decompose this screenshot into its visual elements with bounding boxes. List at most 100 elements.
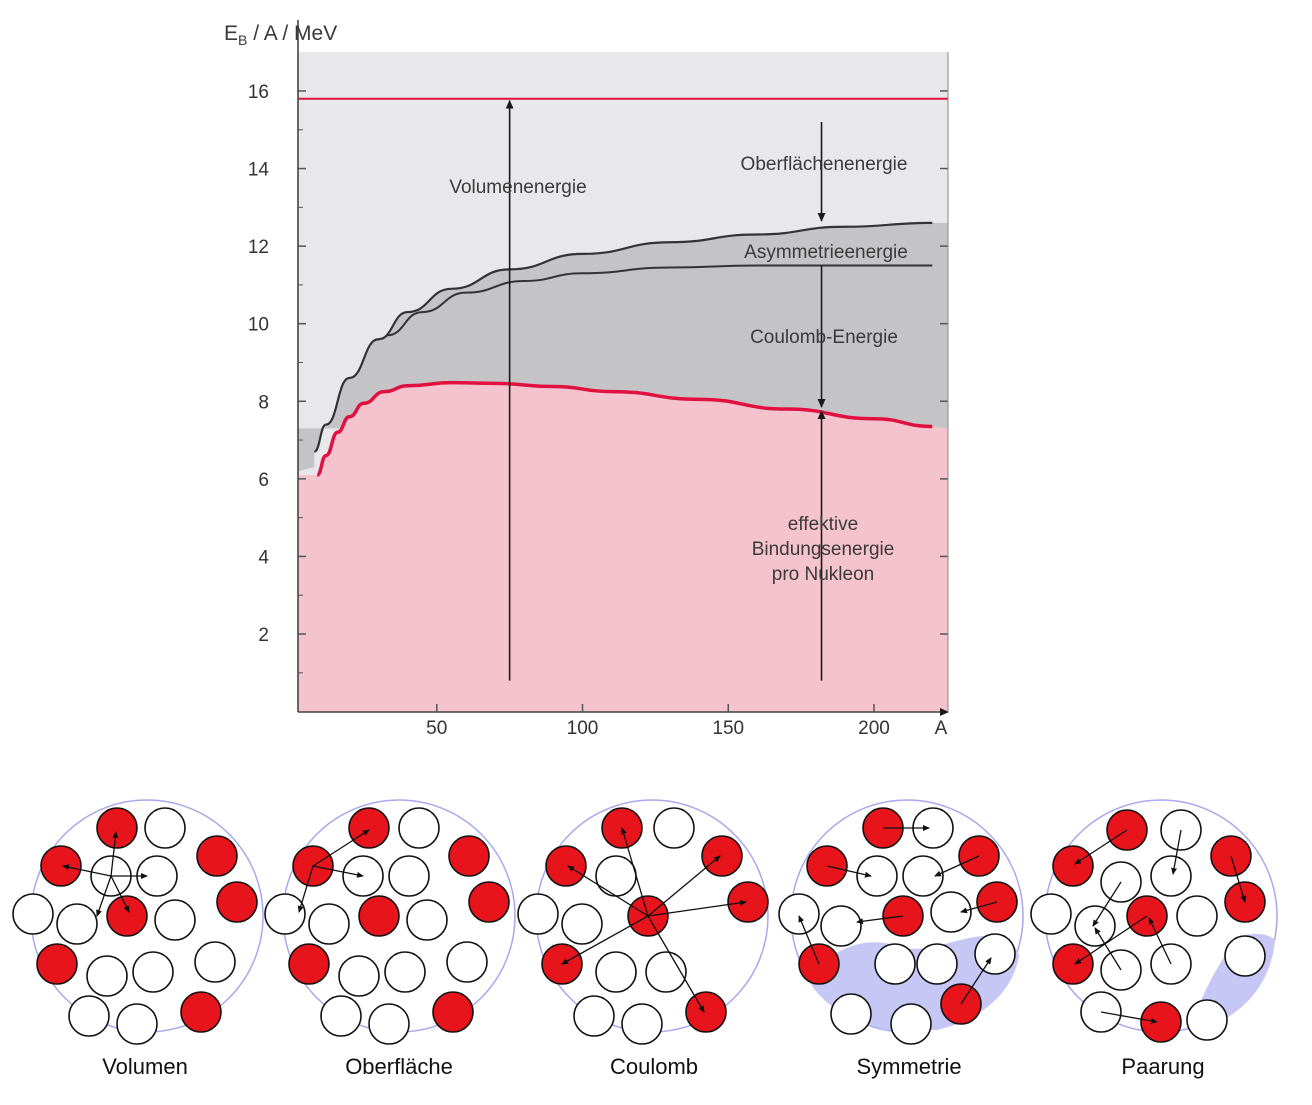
interaction-arrow [856,915,904,925]
neutron [56,903,98,945]
interaction-arrow [567,865,649,917]
nucleus-surface [264,799,516,1045]
interaction-arrow [1092,881,1122,927]
effective-binding-area [298,382,948,712]
neutron [12,893,54,935]
proton [196,835,238,877]
interaction-arrow [960,957,992,1005]
interaction-arrow [798,915,820,965]
proton [727,881,769,923]
proton [216,881,258,923]
neutron [116,1003,158,1045]
y-tick-label-6: 6 [258,470,269,491]
neutron [830,993,872,1035]
neutron [974,933,1016,975]
neutron [144,807,186,849]
proton [1052,845,1094,887]
nucleus-volume [12,799,264,1045]
neutron [398,807,440,849]
interaction-arrow [312,865,364,878]
proton [96,807,138,849]
interaction-arrow [561,915,649,965]
proton [1052,943,1094,985]
proton [685,991,727,1033]
neutron [916,943,958,985]
interaction-arrow [620,827,649,917]
neutron [621,1003,663,1045]
neutron [264,893,306,935]
interaction-arrow [1171,829,1182,875]
neutron [154,899,196,941]
caption-oberflaeche: Oberfläche [345,1054,453,1079]
neutron [890,1003,932,1045]
interaction-arrow [1074,915,1148,965]
nucleus-diagrams: Volumen Oberfläche Coulomb Symmetrie Paa… [12,799,1278,1079]
coulomb-energy-label: Coulomb-Energie [750,327,898,348]
neutron [778,893,820,935]
interaction-arrow [1074,829,1128,865]
interaction-arrow [1094,927,1122,971]
neutron [645,951,687,993]
neutron [561,903,603,945]
x-tick-label-100: 100 [567,718,599,739]
x-tick-label-200: 200 [858,718,890,739]
interaction-arrow [934,855,980,877]
asymmetry-energy-label: Asymmetrieenergie [744,242,908,263]
asymmetry-energy-curve [387,264,933,337]
neutron [368,1003,410,1045]
neutron [1030,893,1072,935]
interaction-arrow [647,915,705,1013]
interaction-arrow [297,865,314,913]
y-tick-label-8: 8 [258,392,269,413]
effective-label-line-2: Bindungsenergie [752,539,895,560]
volume-energy-label: Volumenenergie [449,177,586,198]
interaction-arrow [960,901,998,914]
caption-volumen: Volumen [102,1054,188,1079]
neutron [653,807,695,849]
x-tick-label-150: 150 [712,718,744,739]
proton [40,845,82,887]
neutron [517,893,559,935]
proton [432,991,474,1033]
nucleus-symmetry [778,799,1024,1045]
neutron [874,943,916,985]
caption-coulomb: Coulomb [610,1054,698,1079]
interaction-arrow [110,831,119,877]
chart-area: 2 4 6 8 10 12 14 16 50 100 150 200 EB / A / MeV A V… [224,20,949,739]
proton [701,835,743,877]
interaction-arrow [110,875,130,913]
proton [448,835,490,877]
energy-arrows [505,99,826,681]
axis-ticks: 2 4 6 8 10 12 14 16 50 100 150 200 [248,82,948,739]
y-tick-label-14: 14 [248,160,270,181]
energy-curves [298,97,948,477]
effective-label-line-3: pro Nukleon [772,564,874,585]
proton [468,881,510,923]
proton [545,845,587,887]
y-tick-label-10: 10 [248,315,269,336]
effective-binding-curve [316,380,933,477]
neutron [1186,999,1228,1041]
y-tick-label-4: 4 [258,547,269,568]
neutron [194,941,236,983]
neutron [902,855,944,897]
caption-symmetrie: Symmetrie [856,1054,961,1079]
neutron [1150,855,1192,897]
neutron [406,899,448,941]
proton [348,807,390,849]
proton [1140,1001,1182,1043]
proton [36,943,78,985]
interaction-arrow [312,829,370,867]
proton [106,895,148,937]
effective-label-line-1: effektive [788,514,858,535]
interaction-arrow [1230,855,1247,903]
neutron [820,905,862,947]
interaction-arrow [1100,1011,1158,1024]
neutron [384,951,426,993]
neutron [595,855,637,897]
axes [297,20,949,716]
interaction-arrow [647,855,721,917]
neutron [388,855,430,897]
y-axis-label: EB / A / MeV [224,22,337,48]
